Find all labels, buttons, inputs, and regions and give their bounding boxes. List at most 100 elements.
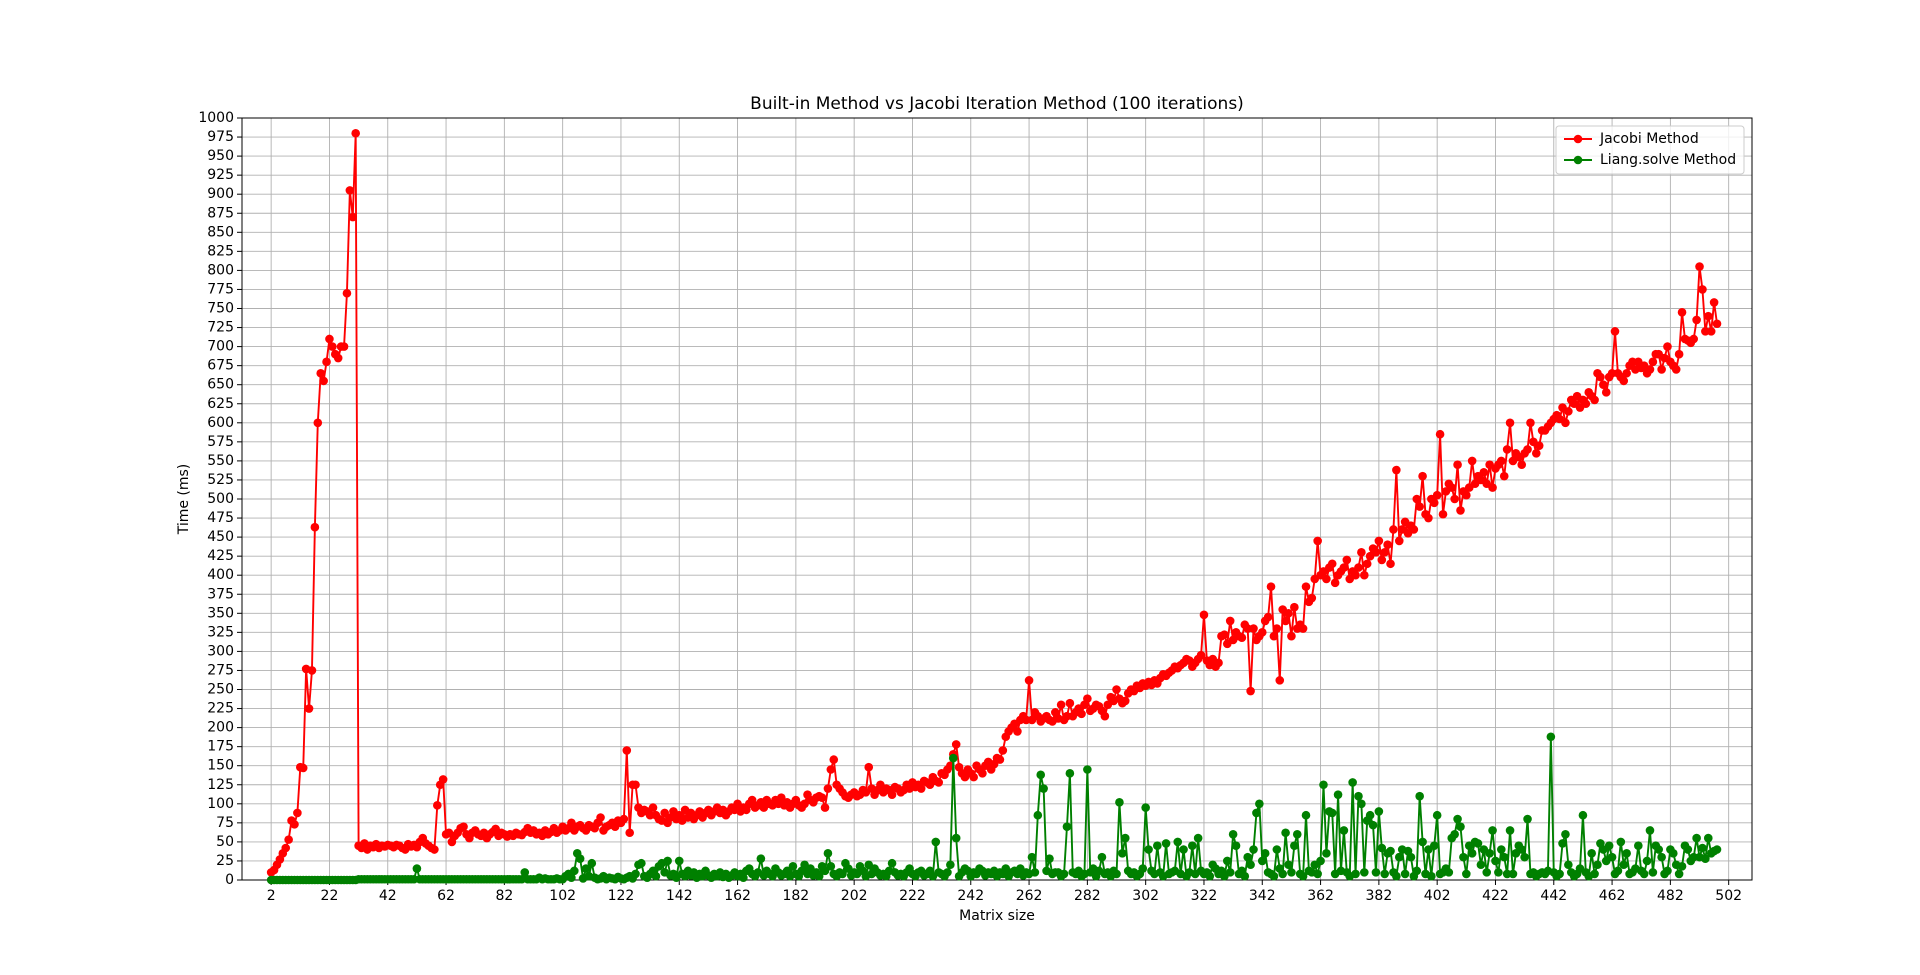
data-point	[319, 376, 328, 386]
data-point	[1415, 502, 1424, 511]
data-point	[575, 854, 585, 863]
data-point	[1371, 868, 1381, 877]
data-point	[1703, 311, 1713, 321]
y-tick-label: 100	[207, 796, 234, 812]
data-point	[1083, 765, 1092, 774]
data-point	[1249, 624, 1258, 633]
y-tick-label: 300	[207, 643, 234, 659]
data-point	[1275, 676, 1285, 685]
y-tick-label: 750	[207, 301, 234, 317]
data-point	[1138, 864, 1148, 873]
data-point	[1561, 418, 1570, 428]
data-point	[1657, 365, 1666, 374]
data-point	[1657, 852, 1666, 862]
y-tick-label: 925	[207, 167, 234, 183]
data-point	[1701, 854, 1710, 863]
data-point	[1225, 868, 1235, 877]
data-point	[304, 704, 314, 713]
data-point	[1671, 365, 1681, 374]
data-point	[1281, 828, 1290, 838]
data-point	[1494, 868, 1503, 877]
data-point	[1319, 780, 1328, 790]
data-point	[1269, 871, 1279, 881]
data-point	[1278, 869, 1287, 879]
data-point	[1362, 559, 1372, 569]
data-point	[1240, 871, 1250, 881]
x-tick-label: 422	[1482, 888, 1509, 904]
y-tick-label: 0	[225, 872, 234, 888]
data-point	[1709, 298, 1719, 307]
data-point	[1674, 349, 1684, 359]
data-point	[1712, 319, 1722, 329]
data-point	[1097, 852, 1107, 862]
y-tick-label: 900	[207, 186, 234, 202]
data-point	[660, 808, 669, 818]
data-point	[951, 833, 961, 843]
x-axis-label: Matrix size	[959, 908, 1035, 924]
data-point	[1292, 829, 1302, 839]
data-point	[663, 856, 672, 866]
data-point	[1456, 822, 1465, 831]
data-point	[1173, 837, 1183, 847]
data-point	[1698, 843, 1707, 853]
data-point	[1639, 869, 1649, 879]
data-point	[1013, 727, 1022, 736]
data-point	[1287, 868, 1296, 877]
y-tick-label: 675	[207, 358, 234, 374]
data-point	[1674, 869, 1684, 879]
data-point	[1339, 563, 1349, 572]
data-point	[348, 212, 358, 222]
data-point	[820, 803, 830, 812]
data-point	[1246, 860, 1255, 870]
data-point	[1648, 357, 1658, 367]
y-tick-label: 875	[207, 205, 234, 221]
data-point	[1357, 548, 1366, 557]
data-point	[1339, 826, 1349, 835]
data-point	[1645, 826, 1655, 835]
data-point	[995, 755, 1005, 764]
data-point	[1374, 536, 1384, 546]
data-point	[1284, 860, 1293, 870]
data-point	[998, 746, 1008, 755]
data-point	[1024, 676, 1034, 685]
data-point	[1491, 856, 1500, 866]
data-point	[1272, 624, 1282, 633]
data-point	[1290, 602, 1299, 612]
data-point	[1298, 871, 1308, 881]
data-point	[1668, 849, 1678, 858]
data-point	[1220, 630, 1229, 639]
data-point	[931, 837, 941, 847]
data-point	[1692, 315, 1701, 325]
data-point	[1359, 570, 1369, 580]
x-tick-label: 282	[1074, 888, 1101, 904]
data-point	[946, 860, 955, 870]
x-tick-label: 42	[379, 888, 397, 904]
y-tick-label: 500	[207, 491, 234, 507]
data-point	[788, 861, 798, 871]
data-point	[1257, 628, 1267, 637]
data-point	[1695, 262, 1704, 271]
data-point	[1322, 574, 1331, 584]
y-axis-label: Time (ms)	[176, 464, 192, 536]
data-point	[1432, 490, 1442, 500]
data-point	[1418, 471, 1427, 481]
data-point	[1115, 797, 1124, 807]
y-tick-label: 175	[207, 739, 234, 755]
data-point	[1447, 483, 1457, 492]
data-point	[1558, 839, 1567, 848]
data-point	[1354, 563, 1363, 572]
data-point	[916, 784, 926, 793]
data-point	[328, 342, 337, 351]
data-point	[412, 864, 422, 873]
data-point	[1502, 445, 1512, 454]
x-tick-label: 122	[608, 888, 635, 904]
data-point	[1269, 631, 1279, 641]
data-point	[1316, 856, 1325, 866]
data-point	[1228, 829, 1238, 839]
data-point	[1033, 810, 1043, 820]
data-point	[1581, 399, 1591, 409]
data-point	[1374, 807, 1384, 816]
data-point	[1380, 548, 1390, 557]
data-point	[1564, 407, 1573, 416]
